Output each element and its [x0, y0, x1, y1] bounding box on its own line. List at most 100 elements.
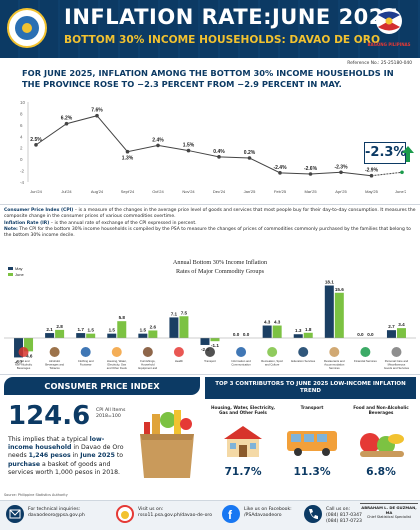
svg-text:f: f [228, 508, 233, 522]
commodity-inflation-chart: Annual Bottom 30% Income Inflation Rates … [0, 254, 420, 370]
bar-june [148, 330, 158, 338]
website-link[interactable]: rsso11.psa.gov.ph/davao-de-oro [138, 513, 213, 518]
inflation-series-line-latest [371, 171, 403, 177]
signatory: ABRAHAM L. DE GUZMAN, MA Chief Statistic… [360, 503, 418, 519]
data-label: 1.3% [122, 156, 134, 162]
ball-icon [267, 347, 278, 357]
house-icon [224, 426, 262, 457]
data-point [95, 113, 99, 118]
bar-value-label: 0.0 [367, 332, 374, 337]
data-label: 1.5% [183, 143, 195, 149]
divider [0, 374, 420, 375]
category-label: Clothing and [78, 359, 94, 363]
bar-value-label: -6.7 [15, 359, 23, 364]
reference-number: Reference No.: 25-25180-040 [347, 61, 412, 66]
data-point [247, 156, 252, 160]
data-point [186, 148, 191, 153]
care-icon [391, 347, 402, 357]
top3-header: TOP 3 CONTRIBUTORS TO JUNE 2025 LOW-INCO… [205, 377, 416, 399]
email-icon [6, 505, 24, 523]
category-label: Information and [231, 359, 251, 363]
category-label: Beverages and [45, 362, 64, 366]
signatory-role: Chief Statistical Specialist [367, 515, 411, 519]
bar-chart-svg: Annual Bottom 30% Income Inflation Rates … [4, 259, 416, 370]
food-icon [360, 433, 404, 457]
car-icon [205, 347, 215, 357]
category-label: and Other Fuels [107, 366, 128, 370]
bar-value-label: 4.3 [274, 320, 281, 325]
signatory-name: ABRAHAM L. DE GUZMAN, MA [360, 503, 418, 515]
house-icon [111, 347, 122, 357]
note-label: Note: [4, 226, 18, 232]
june-inflation-callout: -2.3% [364, 142, 406, 164]
category-label: Transport [204, 359, 216, 363]
x-tick-label: Oct'24 [152, 189, 164, 194]
bar-value-label: 7.5 [181, 310, 188, 315]
category-label: Health [175, 359, 184, 363]
category-label: Household [141, 362, 155, 366]
bar-value-label: 4.3 [264, 320, 271, 325]
up-arrow-icon [402, 146, 414, 162]
y-tick-label: 10 [20, 100, 26, 105]
inquiries-email-link[interactable]: davaodeoro@psa.gov.ph [28, 513, 85, 518]
bar-value-label: 1.5 [109, 328, 116, 333]
bar-chart-title: Annual Bottom 30% Income Inflation [173, 259, 267, 266]
bar-value-label: 1.7 [77, 327, 84, 332]
data-point [369, 173, 374, 178]
category-label: Footwear [80, 362, 92, 366]
facebook-icon: f [222, 505, 240, 523]
footer: For technical inquiries: davaodeoro@psa.… [0, 500, 420, 530]
bar-value-label: 2.6 [150, 324, 157, 329]
divider [0, 204, 420, 205]
contributor-label: Food and Non-Alcoholic Beverages [353, 405, 409, 416]
category-label: Accommodation [324, 362, 344, 366]
page-subtitle: BOTTOM 30% INCOME HOUSEHOLDS: DAVAO DE O… [64, 34, 380, 46]
health-icon [173, 347, 184, 357]
bar-may [169, 317, 179, 338]
category-label: Food and [18, 359, 30, 363]
cpi-header: CONSUMER PRICE INDEX [4, 377, 200, 395]
bottle-icon [49, 347, 60, 357]
data-label: 7.6% [91, 108, 103, 114]
y-tick-label: 6 [20, 123, 23, 128]
data-label: -2.9% [365, 168, 379, 174]
bagong-pilipinas-caption: BAGONG PILIPINAS [367, 42, 411, 47]
bar-may [76, 333, 86, 338]
x-tick-label: Apr'25 [335, 189, 347, 194]
category-label: Electricity, Gas [108, 362, 127, 366]
psa-logo [7, 8, 47, 48]
inflation-series-line [35, 115, 372, 177]
cpi-value-label: CPI All Items 2018=100 [96, 408, 126, 419]
contributor-food: Food and Non-Alcoholic Beverages 6.8% [346, 405, 416, 478]
bar-value-label: -2.4 [201, 347, 209, 352]
y-tick-label: 0 [20, 157, 23, 162]
data-label: 0.4% [213, 149, 225, 155]
data-label: 2.5% [30, 137, 42, 143]
sofa-icon [142, 347, 153, 357]
contributor-transport: Transport 11.3% [277, 405, 347, 478]
bar-value-label: 0.0 [243, 332, 250, 337]
ir-def-label: Inflation Rate (IR) [4, 220, 50, 226]
cpi-explanation: This implies that a typical low-income h… [8, 436, 124, 476]
source-note: Source: Philippine Statistics Authority [4, 493, 68, 497]
bar-may [293, 334, 303, 338]
legend-swatch-june [8, 273, 13, 276]
header-stripes [0, 0, 420, 58]
phone-info: Call us on: (084) 817-0347 (084) 817-072… [326, 507, 362, 524]
data-label: 6.2% [61, 116, 73, 122]
bar-value-label: 3.4 [398, 322, 405, 327]
category-label: Communication [231, 362, 251, 366]
data-point [339, 170, 343, 175]
data-point [156, 143, 160, 148]
category-label: Furnishings, [140, 359, 155, 363]
bagong-pilipinas-logo: BAGONG PILIPINAS [364, 5, 414, 55]
bar-value-label: -4.6 [25, 353, 33, 358]
facebook-link[interactable]: /PSAdavaodeoro [244, 513, 282, 518]
contributor-label: Housing, Water, Electricity, Gas and Oth… [211, 405, 275, 416]
bar-value-label: 18.1 [325, 280, 334, 285]
category-label: Services [329, 366, 340, 370]
data-point [308, 172, 313, 176]
bar-value-label: 1.5 [140, 328, 147, 333]
data-label: -2.3% [334, 164, 348, 170]
bar-june [55, 329, 65, 338]
